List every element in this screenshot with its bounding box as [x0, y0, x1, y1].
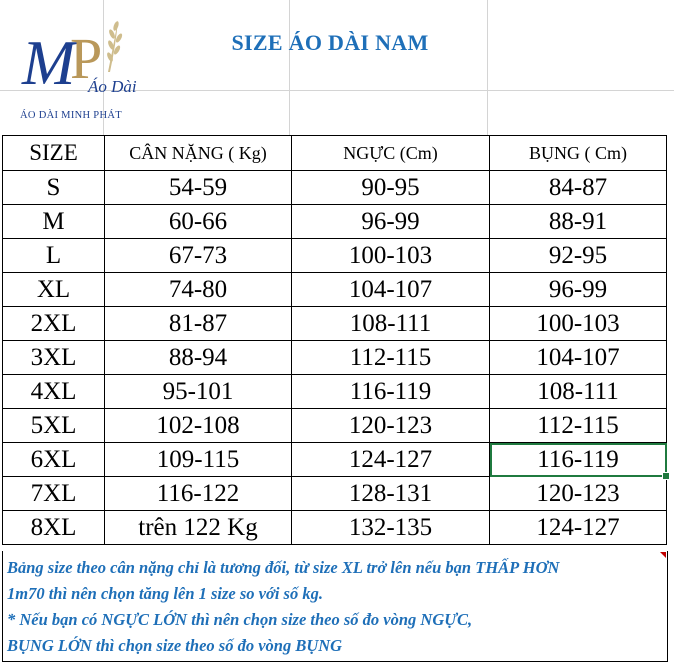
logo-letter-m: M: [21, 27, 79, 98]
table-cell[interactable]: XL: [2, 272, 105, 307]
note-line: 1m70 thì nên chọn tăng lên 1 size so với…: [7, 584, 323, 603]
table-cell[interactable]: trên 122 Kg: [104, 510, 292, 545]
table-cell[interactable]: 67-73: [104, 238, 292, 273]
table-row: XL 74-80 104-107 96-99: [2, 272, 667, 307]
table-cell[interactable]: 112-115: [489, 408, 667, 443]
fill-handle[interactable]: [662, 472, 670, 480]
table-row: 7XL 116-122 128-131 120-123: [2, 476, 667, 511]
page-title: SIZE ÁO DÀI NAM: [231, 30, 429, 55]
table-cell[interactable]: 95-101: [104, 374, 292, 409]
table-cell[interactable]: 74-80: [104, 272, 292, 307]
table-row: 2XL 81-87 108-111 100-103: [2, 306, 667, 341]
table-cell[interactable]: 109-115: [104, 442, 292, 477]
table-cell[interactable]: 132-135: [291, 510, 490, 545]
table-cell[interactable]: 100-103: [291, 238, 490, 273]
table-cell[interactable]: 54-59: [104, 170, 292, 205]
table-cell[interactable]: 128-131: [291, 476, 490, 511]
table-cell[interactable]: 96-99: [291, 204, 490, 239]
header-weight[interactable]: CÂN NẶNG ( Kg): [104, 135, 292, 171]
selected-cell-value: 116-119: [537, 446, 619, 473]
table-cell[interactable]: 2XL: [2, 306, 105, 341]
notes-box[interactable]: Bảng size theo cân nặng chỉ là tương đối…: [2, 551, 668, 662]
header-size[interactable]: SIZE: [2, 135, 105, 171]
note-line: * Nếu bạn có NGỰC LỚN thì nên chọn size …: [7, 610, 473, 629]
table-cell[interactable]: 84-87: [489, 170, 667, 205]
size-table: SIZE CÂN NẶNG ( Kg) NGỰC (Cm) BỤNG ( Cm)…: [2, 135, 670, 545]
logo-script-text: Áo Dài: [87, 77, 137, 96]
table-cell[interactable]: 81-87: [104, 306, 292, 341]
table-cell[interactable]: 102-108: [104, 408, 292, 443]
table-cell[interactable]: 90-95: [291, 170, 490, 205]
table-cell[interactable]: 88-94: [104, 340, 292, 375]
selected-cell[interactable]: 116-119: [489, 442, 670, 480]
table-cell[interactable]: 116-122: [104, 476, 292, 511]
table-cell[interactable]: 104-107: [489, 340, 667, 375]
table-cell[interactable]: 104-107: [291, 272, 490, 307]
table-cell[interactable]: 112-115: [291, 340, 490, 375]
table-row: 8XL trên 122 Kg 132-135 124-127: [2, 510, 667, 545]
table-cell[interactable]: 116-119: [291, 374, 490, 409]
table-cell[interactable]: 88-91: [489, 204, 667, 239]
table-cell[interactable]: 60-66: [104, 204, 292, 239]
table-cell[interactable]: 108-111: [489, 374, 667, 409]
table-cell[interactable]: 96-99: [489, 272, 667, 307]
brand-logo: M P Áo Dài ÁO DÀI MINH PHÁT: [18, 12, 168, 122]
table-row: 6XL 109-115 124-127 116-119: [2, 442, 670, 480]
table-cell[interactable]: 4XL: [2, 374, 105, 409]
table-header-row: SIZE CÂN NẶNG ( Kg) NGỰC (Cm) BỤNG ( Cm): [2, 135, 667, 171]
logo-brand-line: ÁO DÀI MINH PHÁT: [20, 109, 122, 121]
table-row: S 54-59 90-95 84-87: [2, 170, 667, 205]
table-cell[interactable]: 5XL: [2, 408, 105, 443]
table-cell[interactable]: 100-103: [489, 306, 667, 341]
table-cell[interactable]: 120-123: [291, 408, 490, 443]
table-row: 4XL 95-101 116-119 108-111: [2, 374, 667, 409]
table-cell[interactable]: 7XL: [2, 476, 105, 511]
note-line: BỤNG LỚN thì chọn size theo số đo vòng B…: [7, 636, 343, 655]
table-cell[interactable]: 108-111: [291, 306, 490, 341]
gridline: [289, 0, 290, 135]
table-cell[interactable]: 92-95: [489, 238, 667, 273]
table-row: M 60-66 96-99 88-91: [2, 204, 667, 239]
header-chest[interactable]: NGỰC (Cm): [291, 135, 490, 171]
table-cell[interactable]: M: [2, 204, 105, 239]
table-cell[interactable]: 124-127: [291, 442, 490, 477]
table-cell[interactable]: 120-123: [489, 476, 667, 511]
table-row: L 67-73 100-103 92-95: [2, 238, 667, 273]
table-cell[interactable]: 8XL: [2, 510, 105, 545]
table-cell[interactable]: L: [2, 238, 105, 273]
gridline: [103, 0, 104, 135]
table-cell[interactable]: 3XL: [2, 340, 105, 375]
gridline: [487, 0, 488, 135]
header-belly[interactable]: BỤNG ( Cm): [489, 135, 667, 171]
table-cell[interactable]: 124-127: [489, 510, 667, 545]
note-line: Bảng size theo cân nặng chỉ là tương đối…: [7, 558, 560, 577]
gridline: [0, 90, 674, 91]
logo-letter-p: P: [70, 26, 102, 91]
table-cell[interactable]: 6XL: [2, 442, 105, 477]
table-row: 3XL 88-94 112-115 104-107: [2, 340, 667, 375]
table-cell[interactable]: S: [2, 170, 105, 205]
table-row: 5XL 102-108 120-123 112-115: [2, 408, 667, 443]
comment-indicator[interactable]: [660, 552, 666, 558]
